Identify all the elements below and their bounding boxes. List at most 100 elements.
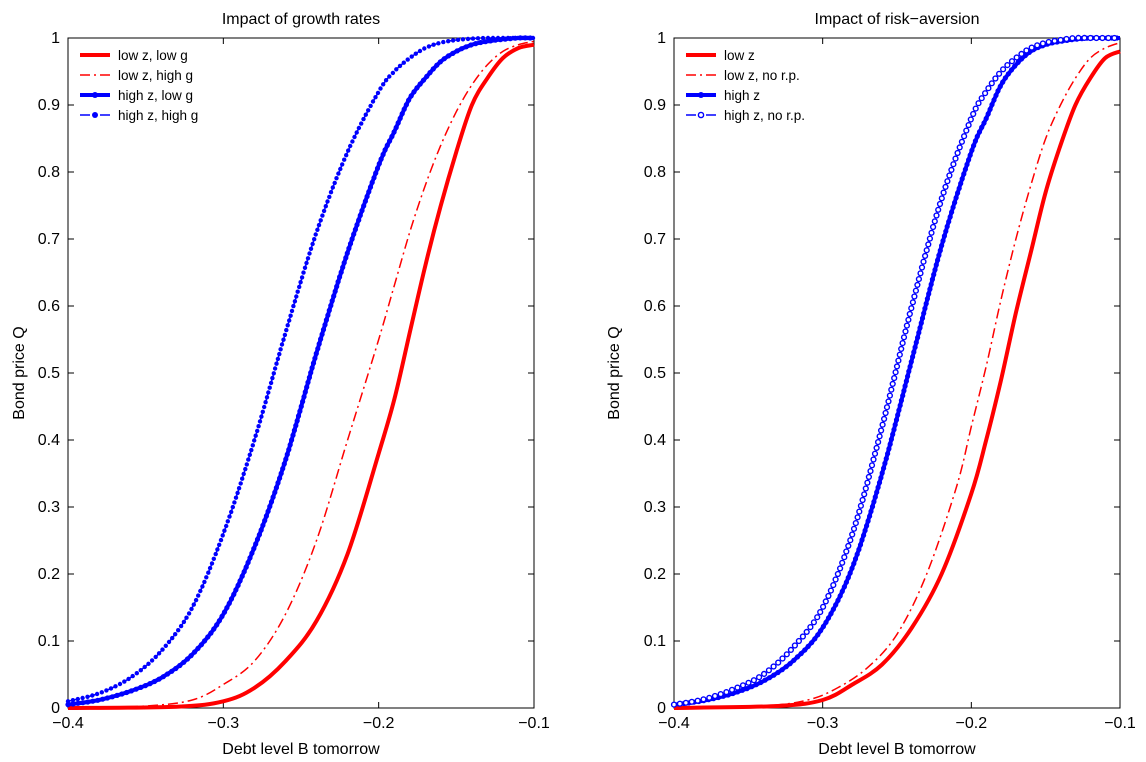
series-marker [211,626,217,632]
series-marker [302,265,308,270]
series-marker [995,88,1001,94]
series-marker [791,642,799,649]
series-marker [766,675,773,681]
series-marker [882,409,889,417]
series-marker [823,619,829,625]
series-marker [896,351,903,358]
series-marker [340,264,346,270]
series-marker [1105,34,1112,42]
series-marker [128,688,134,694]
series-marker [941,233,948,239]
series-marker [243,466,248,472]
series-marker [241,569,247,575]
series-marker [305,256,311,261]
series-marker [263,513,269,519]
series-marker [403,102,409,108]
series-marker [852,519,859,527]
series-marker [1012,63,1018,69]
series-marker [898,397,905,404]
legend-marker [92,92,98,98]
y-tick-label: 0.2 [38,566,60,583]
series-marker [312,237,317,242]
series-marker [312,355,318,361]
y-tick-label: 0.1 [644,633,666,650]
series-marker [947,214,953,220]
series-marker [865,518,871,524]
series-marker [178,623,184,629]
series-marker [126,676,131,682]
series-marker [220,533,225,538]
series-marker [325,312,331,318]
series-marker [799,633,807,640]
series-marker [900,334,908,341]
legend-label: high z, high g [118,108,198,123]
series-marker [967,152,973,158]
series-marker [907,364,913,370]
series-marker [313,350,319,357]
series-marker [932,267,938,273]
series-marker [349,236,355,242]
series-marker [202,638,208,644]
series-marker [437,59,443,65]
series-marker [258,527,264,533]
series-marker [915,335,921,341]
y-tick-label: 0.7 [38,231,60,248]
series-marker [231,591,237,598]
series-marker [979,124,985,130]
series-marker [243,564,249,570]
series-marker [374,165,381,171]
series-marker [275,480,281,486]
series-marker [989,102,995,108]
series-marker [992,75,999,82]
series-marker [367,184,374,190]
series-marker [861,532,867,538]
series-marker [872,494,878,500]
series-1 [67,40,535,709]
series-marker [426,44,432,49]
series-marker [247,555,253,561]
series-marker [1051,37,1058,45]
series-marker [108,686,114,691]
series-marker [222,528,227,533]
series-marker [332,180,337,186]
series-marker [830,606,837,612]
series-marker [478,39,484,46]
series-marker [320,213,325,218]
series-marker [830,581,837,589]
series-marker [891,375,898,382]
series-marker [888,436,895,442]
series-marker [204,575,209,580]
series-marker [205,634,211,640]
series-marker [224,605,230,611]
series-marker [978,95,985,102]
series-marker [857,502,865,509]
series-marker [985,111,991,117]
series-marker [380,151,386,158]
series-marker [100,696,106,702]
series-marker [959,176,965,182]
series-0 [67,42,535,710]
series-marker [940,189,947,196]
series-marker [864,479,871,486]
series-marker [282,332,288,338]
series-marker [366,108,371,113]
series-marker [335,279,341,285]
series-marker [876,480,883,486]
series-marker [833,602,839,608]
series-marker [460,37,466,42]
series-marker [247,452,252,457]
series-marker [368,103,373,109]
series-marker [346,245,352,251]
series-marker [323,317,329,323]
series-marker [836,565,844,572]
series-marker [153,654,158,660]
series-marker [262,404,267,410]
series-marker [277,351,282,357]
series-marker [408,93,414,99]
series-marker [921,310,927,316]
legend-marker [697,111,705,119]
series-marker [250,443,255,448]
series-marker [104,688,109,693]
y-tick-label: 0.3 [38,499,60,516]
series-marker [896,407,902,413]
